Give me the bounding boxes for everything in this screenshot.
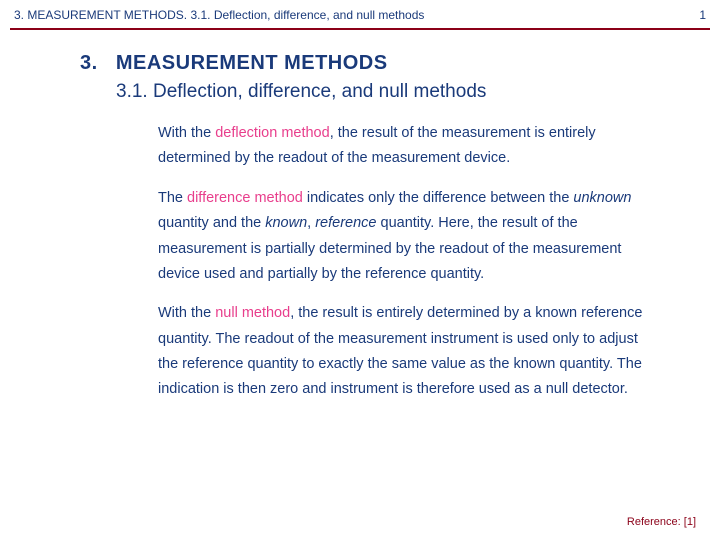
footer-reference: Reference: [1] [627, 516, 696, 528]
paragraph-3: With the null method, the result is enti… [158, 301, 662, 403]
highlight-difference: difference method [187, 190, 303, 206]
text-run: With the [158, 125, 215, 141]
paragraph-2: The difference method indicates only the… [158, 186, 662, 288]
italic-unknown: unknown [573, 190, 631, 206]
paragraph-1: With the deflection method, the result o… [158, 121, 662, 172]
text-run: , [307, 215, 315, 231]
italic-known: known [265, 215, 307, 231]
chapter-title: 3. MEASUREMENT METHODS [68, 52, 672, 75]
body-text: With the deflection method, the result o… [68, 121, 672, 403]
section-title: 3.1. Deflection, difference, and null me… [68, 81, 672, 103]
text-run: indicates only the difference between th… [303, 190, 574, 206]
text-run: The [158, 190, 187, 206]
chapter-name: MEASUREMENT METHODS [116, 52, 388, 74]
text-run: With the [158, 305, 215, 321]
highlight-null: null method [215, 305, 290, 321]
page-number: 1 [699, 8, 706, 22]
slide-header: 3. MEASUREMENT METHODS. 3.1. Deflection,… [0, 0, 720, 26]
slide-content: 3. MEASUREMENT METHODS 3.1. Deflection, … [0, 30, 720, 403]
highlight-deflection: deflection method [215, 125, 329, 141]
italic-reference: reference [315, 215, 376, 231]
header-path: 3. MEASUREMENT METHODS. 3.1. Deflection,… [14, 8, 424, 22]
text-run: quantity and the [158, 215, 265, 231]
chapter-number: 3. [80, 52, 98, 74]
